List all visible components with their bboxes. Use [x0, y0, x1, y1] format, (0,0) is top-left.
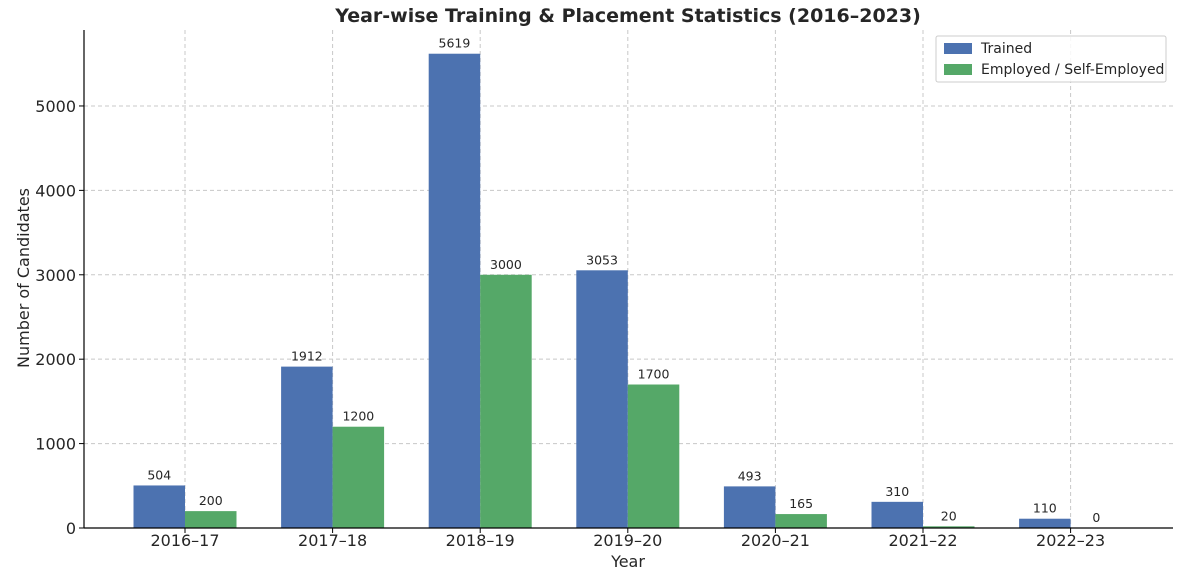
bar-employed: [775, 514, 827, 528]
bars: [133, 53, 1071, 529]
bar-employed: [332, 426, 385, 528]
data-label: 3000: [490, 257, 522, 272]
data-label: 310: [885, 484, 909, 499]
y-tick-label: 3000: [35, 266, 76, 285]
data-label: 1200: [342, 409, 374, 424]
y-tick-label: 2000: [35, 350, 76, 369]
legend-swatch-trained: [944, 43, 972, 54]
y-tick-label: 1000: [35, 435, 76, 454]
x-tick-label: 2021–22: [888, 531, 957, 550]
chart-title: Year-wise Training & Placement Statistic…: [334, 5, 921, 27]
x-tick-label: 2017–18: [298, 531, 367, 550]
bar-trained: [1019, 518, 1071, 528]
data-label: 165: [789, 496, 813, 511]
data-label: 0: [1092, 510, 1100, 525]
data-label: 200: [199, 493, 223, 508]
x-tick-label: 2022–23: [1036, 531, 1105, 550]
x-tick-label: 2018–19: [446, 531, 515, 550]
bar-trained: [428, 53, 481, 529]
legend: Trained Employed / Self-Employed: [935, 35, 1167, 83]
x-tick-label: 2019–20: [593, 531, 662, 550]
y-tick-label: 4000: [35, 181, 76, 200]
bar-trained: [871, 501, 923, 528]
data-label: 3053: [586, 252, 618, 267]
bar-employed: [923, 526, 975, 528]
bar-trained: [281, 366, 333, 528]
x-axis-label: Year: [610, 552, 645, 571]
legend-label-trained: Trained: [980, 41, 1032, 57]
x-tick-label: 2016–17: [150, 531, 219, 550]
bar-trained: [133, 485, 185, 528]
data-labels: 5041912561930534933101102001200300017001…: [147, 36, 1100, 525]
legend-box: [935, 35, 1167, 83]
data-label: 1912: [291, 349, 323, 364]
x-tick-label: 2020–21: [741, 531, 810, 550]
y-tick-label: 0: [66, 519, 76, 538]
y-tick-label: 5000: [35, 97, 76, 116]
legend-label-employed: Employed / Self-Employed: [981, 62, 1164, 78]
data-label: 493: [738, 468, 762, 483]
bar-trained: [723, 486, 776, 528]
bar-employed: [480, 274, 532, 528]
data-label: 110: [1033, 501, 1057, 516]
data-label: 1700: [638, 367, 670, 382]
data-label: 20: [941, 508, 957, 523]
bar-employed: [627, 384, 680, 528]
y-axis-label: Number of Candidates: [14, 188, 33, 368]
bar-employed: [185, 511, 237, 528]
legend-swatch-employed: [944, 64, 972, 75]
data-label: 5619: [439, 36, 471, 51]
data-label: 504: [147, 467, 171, 482]
bar-trained: [576, 270, 628, 528]
